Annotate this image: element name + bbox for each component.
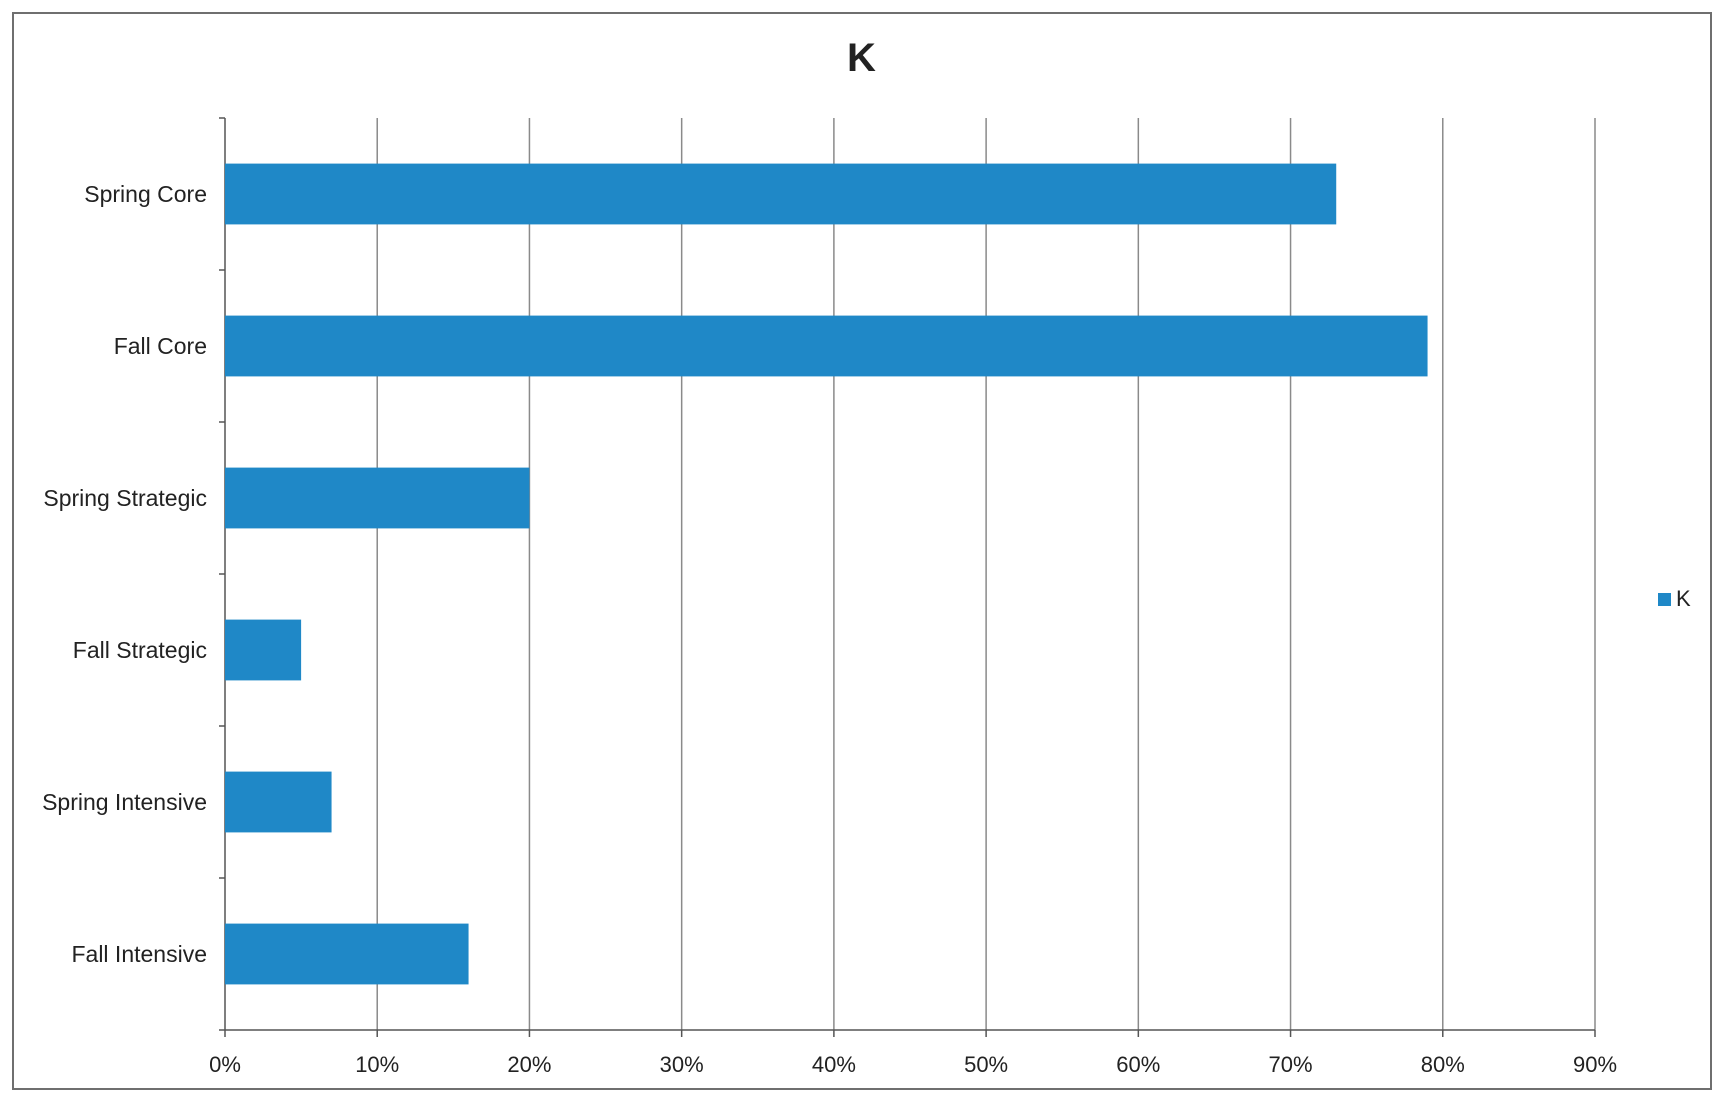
x-tick-label: 20% bbox=[507, 1052, 551, 1077]
x-tick-label: 10% bbox=[355, 1052, 399, 1077]
bar bbox=[225, 923, 469, 985]
category-label: Spring Intensive bbox=[42, 789, 207, 815]
category-label: Spring Core bbox=[84, 181, 207, 207]
bar bbox=[225, 467, 530, 529]
category-label: Fall Core bbox=[114, 333, 207, 359]
x-tick-label: 70% bbox=[1269, 1052, 1313, 1077]
category-label: Fall Strategic bbox=[73, 637, 207, 663]
bar bbox=[225, 315, 1428, 377]
category-label: Fall Intensive bbox=[71, 941, 207, 967]
bar bbox=[225, 163, 1337, 225]
legend-swatch bbox=[1658, 592, 1671, 606]
x-tick-label: 40% bbox=[812, 1052, 856, 1077]
legend-label: K bbox=[1676, 586, 1691, 611]
x-tick-label: 60% bbox=[1116, 1052, 1160, 1077]
x-tick-label: 90% bbox=[1573, 1052, 1617, 1077]
bar bbox=[225, 771, 332, 833]
x-tick-label: 0% bbox=[209, 1052, 241, 1077]
x-tick-label: 80% bbox=[1421, 1052, 1465, 1077]
x-tick-label: 30% bbox=[660, 1052, 704, 1077]
chart-title: K bbox=[847, 36, 876, 80]
bar bbox=[225, 619, 302, 681]
category-label: Spring Strategic bbox=[43, 485, 207, 511]
x-tick-label: 50% bbox=[964, 1052, 1008, 1077]
legend: K bbox=[1658, 586, 1691, 612]
